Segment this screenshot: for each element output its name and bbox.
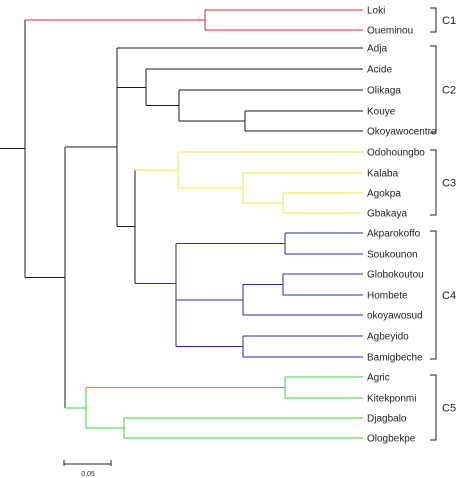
leaf-labels: Loki Oueminou Adja Acide Olikaga Kouye Okoyawo… — [367, 6, 437, 445]
leaf-label: okoyawosud — [367, 311, 423, 322]
leaf-label: Soukounon — [367, 250, 418, 261]
leaf-label: Gbakaya — [367, 209, 407, 220]
leaf-label: Agbeyido — [367, 332, 409, 343]
leaf-label: Agric — [367, 373, 390, 384]
cluster-label: C4 — [442, 290, 456, 302]
leaf-label: Kalaba — [367, 169, 399, 180]
cluster-bracket — [430, 45, 437, 134]
leaf-label: Kitekponmi — [367, 394, 416, 405]
scale-bar: 0.05 — [63, 460, 112, 478]
cluster-bracket — [430, 7, 437, 33]
leaf-label: Odohoungbo — [367, 148, 425, 159]
leaf-label: Olikaga — [367, 86, 401, 97]
cluster-bracket — [430, 374, 437, 441]
leaf-label: Hombete — [367, 291, 408, 302]
leaf-label: Kouye — [367, 107, 396, 118]
cluster-label: C2 — [442, 85, 456, 97]
cluster-bracket — [430, 149, 437, 216]
cluster-label: C1 — [442, 15, 456, 27]
cluster-brackets: C1 C2 C3 C4 C5 — [430, 7, 456, 441]
leaf-label: Globokoutou — [367, 270, 424, 281]
leaf-label: Oueminou — [367, 26, 413, 37]
cluster-label: C3 — [442, 178, 456, 190]
leaf-label: Okoyawocentre — [367, 127, 437, 138]
leaf-label: Bamigbeche — [367, 353, 423, 364]
scale-bar-label: 0.05 — [81, 471, 95, 478]
cluster-bracket — [430, 230, 437, 360]
dendrogram-branches — [0, 9, 363, 439]
leaf-label: Agokpa — [367, 189, 401, 200]
leaf-label: Loki — [367, 6, 385, 17]
leaf-label: Djagbalo — [367, 414, 407, 425]
leaf-label: Adja — [367, 44, 387, 55]
leaf-label: Akparokoffo — [367, 229, 421, 240]
leaf-label: Acide — [367, 65, 392, 76]
cluster-label: C5 — [442, 403, 456, 415]
leaf-label: Ologbekpe — [367, 434, 416, 445]
